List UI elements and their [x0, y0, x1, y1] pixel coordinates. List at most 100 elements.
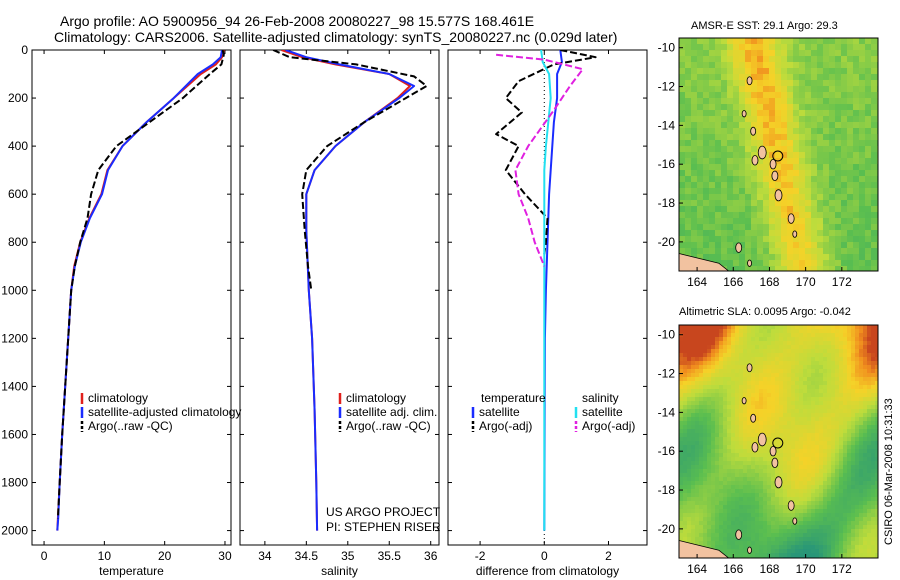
sla-map-cell: [731, 441, 736, 446]
sst-map-cell: [859, 140, 866, 147]
sst-map-cell: [829, 38, 836, 45]
sla-map-cell: [831, 461, 836, 466]
sla-map-cell: [707, 465, 712, 470]
sla-map-cell: [743, 501, 748, 506]
sla-map-cell: [715, 365, 720, 370]
sla-map-cell: [683, 325, 688, 330]
sla-map-cell: [875, 465, 878, 470]
sla-map-cell: [727, 453, 732, 458]
sla-map-cell: [867, 473, 872, 478]
sst-map-cell: [745, 116, 752, 123]
sla-map-cell: [787, 361, 792, 366]
sla-map-cell: [827, 529, 832, 534]
sst-map-cell: [805, 164, 812, 171]
sla-map-cell: [835, 509, 840, 514]
sst-map-cell: [859, 92, 866, 99]
sst-map-cell: [793, 38, 800, 45]
sla-map-cell: [851, 521, 856, 526]
sla-map-cell: [747, 453, 752, 458]
sla-map-cell: [863, 481, 868, 486]
sla-map-cell: [711, 465, 716, 470]
sst-map-cell: [769, 212, 776, 219]
sst-map-cell: [781, 152, 788, 159]
sla-map-cell: [827, 453, 832, 458]
sst-map-cell: [733, 200, 740, 207]
sla-map-cell: [727, 361, 732, 366]
sst-map-cell: [871, 200, 878, 207]
sst-map-cell: [799, 224, 806, 231]
sst-map-cell: [853, 92, 860, 99]
sla-map-cell: [803, 345, 808, 350]
sst-map-cell: [703, 254, 710, 261]
sla-map-cell: [703, 377, 708, 382]
sla-map-cell: [683, 433, 688, 438]
sla-map-cell: [703, 361, 708, 366]
sst-map-cell: [697, 206, 704, 213]
sla-map-cell: [747, 373, 752, 378]
sst-map-cell: [739, 50, 746, 57]
sla-map-cell: [695, 469, 700, 474]
sla-map-cell: [687, 489, 692, 494]
sla-map-cell: [791, 445, 796, 450]
sla-map-cell: [811, 333, 816, 338]
sla-map-cell: [783, 485, 788, 490]
sla-map-cell: [707, 529, 712, 534]
sla-map-cell: [743, 517, 748, 522]
sla-map-cell: [683, 417, 688, 422]
sla-map-cell: [851, 489, 856, 494]
sst-map-cell: [691, 140, 698, 147]
sst-map-cell: [739, 182, 746, 189]
sla-map-cell: [743, 473, 748, 478]
sst-map-cell: [751, 74, 758, 81]
sst-map-cell: [799, 236, 806, 243]
sla-map-cell: [751, 401, 756, 406]
sla-map-cell: [687, 449, 692, 454]
sla-map-cell: [823, 421, 828, 426]
sla-map-cell: [875, 453, 878, 458]
sst-map-cell: [715, 254, 722, 261]
sst-map-cell: [733, 254, 740, 261]
sla-map-cell: [875, 541, 878, 546]
sla-map-cell: [831, 505, 836, 510]
sst-map-cell: [859, 254, 866, 261]
sla-map-cell: [871, 505, 876, 510]
sla-map-cell: [699, 397, 704, 402]
sla-map-cell: [811, 517, 816, 522]
sla-map-cell: [679, 349, 684, 354]
sst-map-cell: [799, 110, 806, 117]
sla-map-cell: [767, 373, 772, 378]
difference-series-group: [495, 50, 597, 531]
sla-map-cell: [799, 369, 804, 374]
sst-map-cell: [859, 158, 866, 165]
sla-map-cell: [839, 477, 844, 482]
sla-map-cell: [803, 393, 808, 398]
sla-map-cell: [787, 333, 792, 338]
sla-map-cell: [715, 453, 720, 458]
sla-map-cell: [871, 553, 876, 558]
sla-map-cell: [851, 529, 856, 534]
sla-map-cell: [847, 485, 852, 490]
sla-map-cell: [695, 437, 700, 442]
sla-map-cell: [807, 413, 812, 418]
sla-map-cell: [791, 477, 796, 482]
sla-map-cell: [755, 461, 760, 466]
sla-map-cell: [791, 469, 796, 474]
sst-map-cell: [853, 242, 860, 249]
sla-map-cell: [779, 449, 784, 454]
sla-map-cell: [839, 461, 844, 466]
sla-map-cell: [723, 489, 728, 494]
sla-map-cell: [679, 505, 684, 510]
sla-map-cell: [795, 485, 800, 490]
sst-map-cell: [823, 218, 830, 225]
sst-map-cell: [871, 236, 878, 243]
sla-map-cell: [683, 413, 688, 418]
sla-map-cell: [699, 393, 704, 398]
sst-map-ytick-label: -12: [658, 80, 676, 94]
sst-map-cell: [679, 248, 686, 255]
sla-map-cell: [839, 501, 844, 506]
sla-map-cell: [751, 473, 756, 478]
sla-map-cell: [719, 389, 724, 394]
sla-map-cell: [735, 433, 740, 438]
sst-map-cell: [859, 152, 866, 159]
sla-map-cell: [703, 521, 708, 526]
